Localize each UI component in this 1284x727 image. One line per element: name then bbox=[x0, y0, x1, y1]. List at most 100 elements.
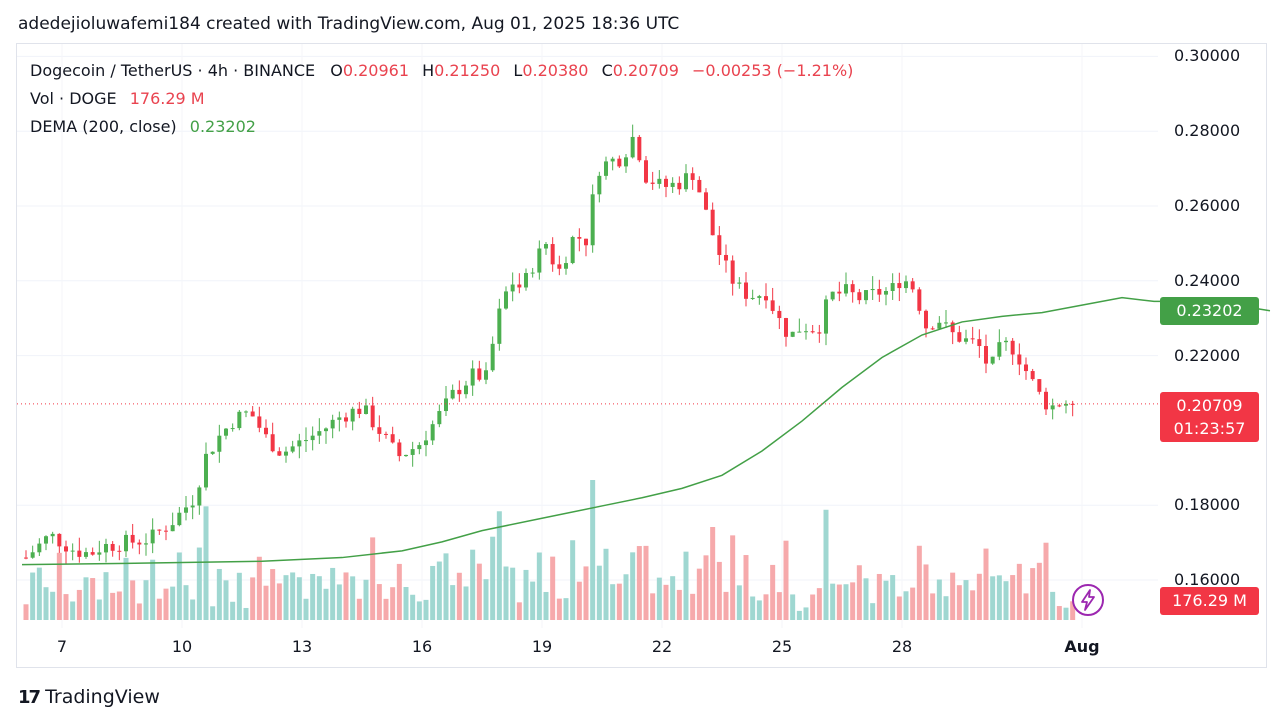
candle-body bbox=[810, 331, 815, 333]
volume-bar bbox=[463, 586, 469, 620]
close-label: C bbox=[601, 61, 613, 80]
volume-bar bbox=[283, 575, 289, 620]
candle-body bbox=[490, 343, 495, 371]
time-axis-label: 28 bbox=[891, 637, 913, 656]
last-price-tag: 0.20709 01:23:57 bbox=[1160, 392, 1259, 442]
volume-bar bbox=[930, 593, 936, 620]
volume-bar bbox=[783, 540, 789, 620]
volume-bar bbox=[736, 585, 742, 620]
candle-body bbox=[124, 534, 128, 552]
volume-bar bbox=[136, 603, 142, 620]
candle-body bbox=[864, 290, 868, 301]
volume-bar bbox=[723, 591, 729, 620]
volume-bar bbox=[550, 556, 556, 620]
volume-bar bbox=[770, 564, 776, 620]
tradingview-logo[interactable]: 17 TradingView bbox=[18, 686, 160, 708]
volume-bar bbox=[936, 579, 942, 620]
time-axis-label: 16 bbox=[411, 637, 433, 656]
candle-body bbox=[350, 408, 355, 422]
volume-bar bbox=[983, 548, 989, 620]
candle-body bbox=[884, 290, 888, 295]
volume-bar bbox=[336, 584, 342, 620]
candle-body bbox=[570, 237, 575, 264]
volume-bar bbox=[883, 580, 889, 620]
volume-bar bbox=[230, 601, 236, 620]
candle-body bbox=[770, 300, 775, 311]
lightning-icon[interactable] bbox=[1072, 584, 1104, 616]
volume-bar bbox=[870, 603, 876, 620]
candle-body bbox=[970, 338, 975, 340]
candle-body bbox=[930, 328, 935, 330]
candle-body bbox=[870, 288, 875, 291]
volume-price-tag: 176.29 M bbox=[1160, 587, 1259, 615]
volume-bar bbox=[256, 556, 262, 620]
candle-body bbox=[384, 433, 388, 435]
dema-line bbox=[21, 296, 1271, 566]
volume-bar bbox=[510, 567, 516, 620]
candle-body bbox=[370, 405, 375, 428]
volume-bar bbox=[70, 601, 76, 620]
volume-bar bbox=[1030, 568, 1036, 620]
candle-body bbox=[1044, 391, 1048, 410]
volume-label[interactable]: Vol · DOGE bbox=[30, 89, 117, 108]
volume-bar bbox=[890, 575, 896, 620]
candle-body bbox=[130, 534, 135, 543]
volume-bar bbox=[896, 596, 902, 620]
volume-bar bbox=[143, 580, 149, 620]
candle-body bbox=[110, 543, 115, 551]
volume-bar bbox=[436, 561, 442, 620]
candle-body bbox=[897, 283, 902, 289]
volume-bar bbox=[296, 577, 302, 620]
volume-bar bbox=[916, 545, 922, 620]
candle-body bbox=[277, 451, 282, 456]
candle-body bbox=[670, 182, 675, 187]
volume-bar bbox=[483, 579, 489, 620]
candle-body bbox=[650, 182, 655, 184]
candle-body bbox=[104, 543, 108, 553]
candle-body bbox=[244, 411, 248, 413]
volume-bar bbox=[396, 563, 402, 620]
volume-bar bbox=[656, 577, 662, 620]
chart-frame[interactable] bbox=[16, 43, 1267, 668]
volume-bar bbox=[823, 509, 829, 620]
volume-bar bbox=[76, 589, 82, 620]
volume-value: 176.29 M bbox=[129, 89, 205, 108]
volume-bar bbox=[703, 555, 709, 620]
dema-label[interactable]: DEMA (200, close) bbox=[30, 117, 177, 136]
legend-ohlc: Dogecoin / TetherUS · 4h · BINANCE O0.20… bbox=[30, 61, 853, 80]
candle-body bbox=[1024, 364, 1028, 372]
candle-body bbox=[757, 296, 762, 298]
close-value: 0.20709 bbox=[612, 61, 679, 80]
time-axis-label: 22 bbox=[651, 637, 673, 656]
candle-body bbox=[824, 299, 828, 334]
candle-body bbox=[924, 310, 928, 329]
volume-bar bbox=[23, 604, 29, 620]
volume-bar bbox=[90, 578, 96, 620]
time-axis-label: 19 bbox=[531, 637, 553, 656]
volume-bar bbox=[330, 567, 336, 620]
volume-bar bbox=[63, 594, 69, 620]
symbol-name[interactable]: Dogecoin / TetherUS · 4h · BINANCE bbox=[30, 61, 316, 80]
candle-body bbox=[977, 339, 982, 347]
volume-bar bbox=[363, 579, 369, 620]
candle-body bbox=[1050, 405, 1055, 410]
volume-bar bbox=[1010, 575, 1016, 620]
candle-body bbox=[1030, 371, 1035, 380]
volume-bar bbox=[523, 569, 529, 620]
candle-body bbox=[677, 182, 682, 190]
volume-bar bbox=[323, 588, 329, 620]
volume-bar bbox=[576, 581, 582, 620]
candle-body bbox=[1057, 405, 1062, 407]
candle-body bbox=[284, 451, 288, 456]
volume-bar bbox=[50, 591, 56, 620]
volume-bar bbox=[250, 577, 256, 620]
volume-bar bbox=[456, 572, 462, 620]
volume-bar bbox=[423, 599, 429, 620]
volume-bar bbox=[470, 549, 476, 620]
volume-bar bbox=[150, 559, 156, 620]
candle-body bbox=[997, 342, 1002, 357]
volume-bar bbox=[176, 552, 182, 620]
volume-bar bbox=[30, 572, 36, 620]
volume-bar bbox=[490, 536, 496, 620]
